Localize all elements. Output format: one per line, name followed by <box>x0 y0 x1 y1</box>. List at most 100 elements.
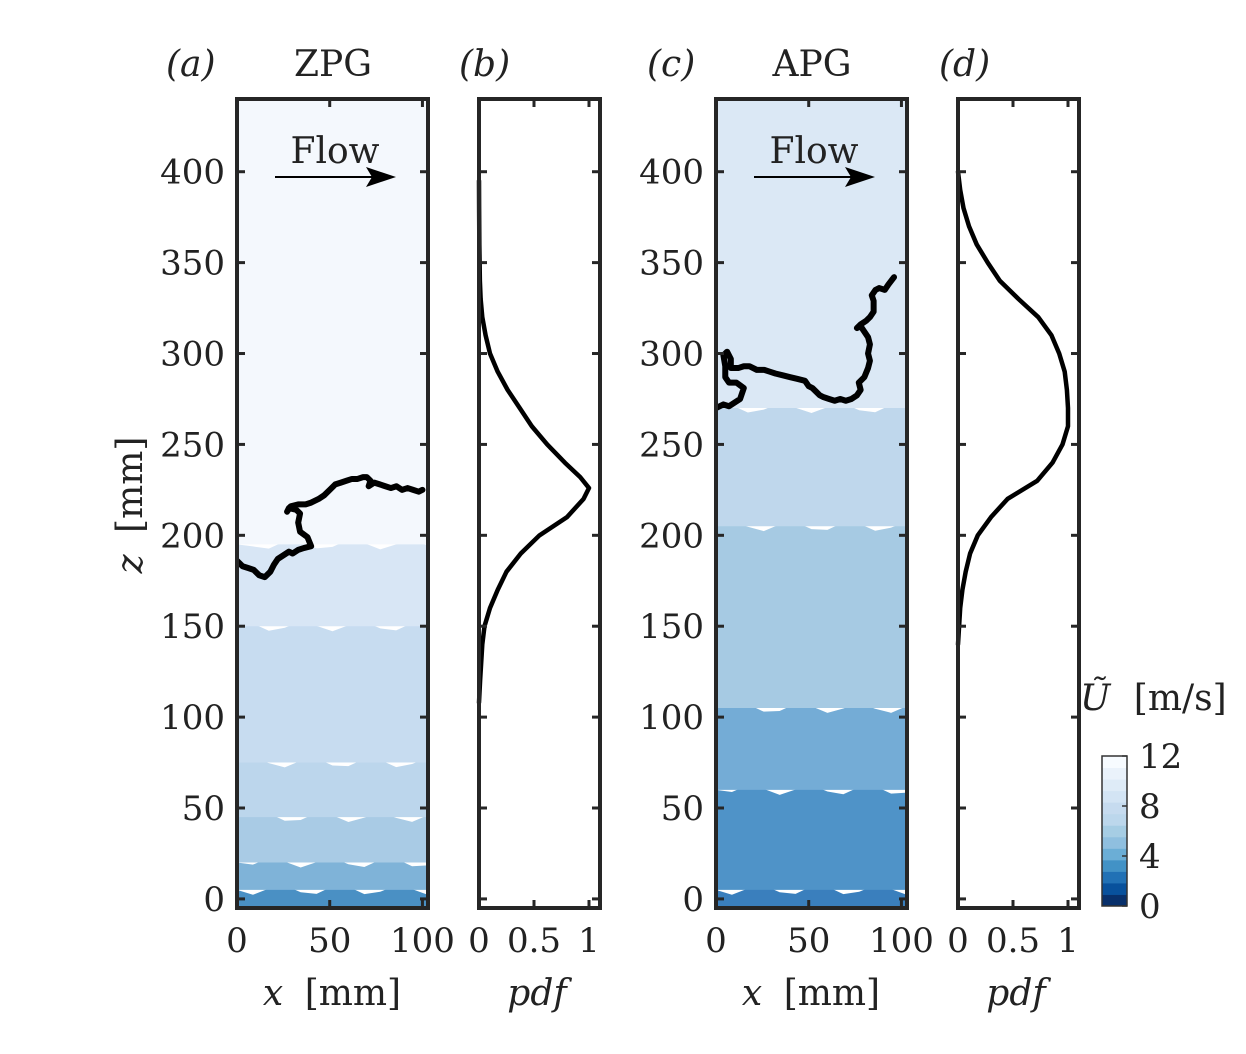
pdf-curve-zpg <box>476 178 592 705</box>
flow-annotation-apg: Flow <box>754 131 875 187</box>
field-band-zpg-4 <box>237 621 428 763</box>
svg-text:z [mm]: z [mm] <box>110 437 151 575</box>
field-band-zpg-6 <box>237 99 428 545</box>
axes-frame-a <box>235 97 430 910</box>
flow-label-zpg: Flow <box>291 131 380 172</box>
x-tick-label-a-1: 50 <box>308 921 351 961</box>
panel-d-letter: (d) <box>939 44 990 85</box>
y-axis-var: z <box>110 553 151 574</box>
z-ticks-a: 0 50 100 150 200 250 300 350 400 <box>160 153 428 920</box>
colorbar-var: Ũ <box>1080 677 1112 719</box>
x-tick-label-b-2: 1 <box>578 921 600 961</box>
z-tick-label-c-8: 400 <box>639 153 704 193</box>
axes-frame-d <box>956 97 1081 910</box>
x-tick-label-b-1: 0.5 <box>507 921 561 961</box>
x-ticks-a: 0 50 100 <box>226 99 455 961</box>
panel-b-letter: (b) <box>459 44 510 85</box>
flow-arrowhead-apg <box>845 167 875 187</box>
panel-c: (c) APG Flow 0 50 100 150 200 250 300 350 400 0 5… <box>639 44 934 1014</box>
x-tick-label-b-0: 0 <box>468 921 490 961</box>
pdf-line-apg <box>955 169 1071 647</box>
x-tick-label-d-0: 0 <box>947 921 969 961</box>
colorbar-swatch-6 <box>1102 825 1127 838</box>
x-tick-label-d-1: 0.5 <box>986 921 1040 961</box>
z-tick-label-a-3: 150 <box>160 607 225 647</box>
z-tick-label-a-0: 0 <box>203 880 225 920</box>
colorbar-frame <box>1101 755 1128 907</box>
colorbar-swatch-10 <box>1102 779 1127 792</box>
pdf-axis-label-b: pdf <box>507 973 572 1014</box>
colorbar-swatch-11 <box>1102 767 1127 780</box>
x-tick-label-c-2: 100 <box>869 921 934 961</box>
z-tick-label-a-5: 250 <box>160 425 225 465</box>
x-tick-label-a-0: 0 <box>226 921 248 961</box>
axes-frame-b <box>477 97 602 910</box>
z-ticks-c: 0 50 100 150 200 250 300 350 400 <box>639 153 907 920</box>
interface-line-apg <box>716 274 898 412</box>
z-tick-label-c-4: 200 <box>639 516 704 556</box>
colorbar-swatch-1 <box>1102 882 1127 895</box>
colorbar: Ũ [m/s] 0 4 8 12 <box>1080 677 1227 927</box>
field-band-apg-2 <box>716 703 907 790</box>
panel-c-letter: (c) <box>647 44 695 85</box>
x-axis-unit-a: [mm] <box>305 973 401 1014</box>
pdf-axis-label-d: pdf <box>986 973 1051 1014</box>
panel-a: (a) ZPG Flow 0 50 100 150 200 250 300 350 400 0 5… <box>110 44 455 1014</box>
colorbar-title: Ũ [m/s] <box>1080 677 1227 719</box>
field-band-zpg-2 <box>237 812 428 863</box>
flow-label-apg: Flow <box>770 131 859 172</box>
x-axis-unit-c: [mm] <box>784 973 880 1014</box>
x-tick-label-c-0: 0 <box>705 921 727 961</box>
colorbar-swatch-5 <box>1102 836 1127 849</box>
z-tick-label-a-7: 350 <box>160 244 225 284</box>
colorbar-tick-label-2: 8 <box>1139 787 1161 827</box>
field-band-apg-0 <box>716 885 907 908</box>
x-tick-label-d-2: 1 <box>1057 921 1079 961</box>
colorbar-swatch-2 <box>1102 871 1127 884</box>
field-band-zpg-1 <box>237 857 428 890</box>
z-tick-label-a-4: 200 <box>160 516 225 556</box>
pdf-line-zpg <box>476 178 592 705</box>
colorbar-unit: [m/s] <box>1134 678 1227 719</box>
field-band-apg-3 <box>716 521 907 709</box>
colorbar-tick-label-3: 12 <box>1139 737 1182 777</box>
flow-arrowhead-zpg <box>366 167 396 187</box>
z-tick-label-c-6: 300 <box>639 335 704 375</box>
colorbar-swatch-9 <box>1102 790 1127 803</box>
colorbar-swatch-4 <box>1102 848 1127 861</box>
z-tick-label-c-0: 0 <box>682 880 704 920</box>
x-axis-label-a: x [mm] <box>263 973 401 1014</box>
colorbar-swatch-12 <box>1102 756 1127 769</box>
colorbar-swatch-0 <box>1102 894 1127 907</box>
colorbar-tick-label-1: 4 <box>1139 837 1161 877</box>
colorbar-swatch-3 <box>1102 859 1127 872</box>
z-tick-label-a-2: 100 <box>160 698 225 738</box>
interface-zpg <box>237 474 426 581</box>
z-tick-label-a-6: 300 <box>160 335 225 375</box>
x-ticks-c: 0 50 100 <box>705 99 934 961</box>
z-ticks-b <box>479 170 600 901</box>
field-band-zpg-5 <box>237 539 428 627</box>
x-axis-label-c: x [mm] <box>742 973 880 1014</box>
z-tick-label-c-7: 350 <box>639 244 704 284</box>
velocity-field-apg <box>716 99 907 908</box>
y-axis-label: z [mm] <box>110 437 151 575</box>
colorbar-swatch-8 <box>1102 802 1127 815</box>
y-axis-unit: [mm] <box>110 437 151 533</box>
z-tick-label-c-5: 250 <box>639 425 704 465</box>
x-axis-var-c: x <box>742 973 762 1014</box>
pdf-curve-apg <box>955 169 1071 647</box>
z-tick-label-a-8: 400 <box>160 153 225 193</box>
z-ticks-d <box>958 170 1079 901</box>
field-band-zpg-3 <box>237 757 428 818</box>
velocity-field-zpg <box>237 99 428 908</box>
pdf-ticks-d: 0 0.5 1 <box>947 99 1079 961</box>
colorbar-swatch-7 <box>1102 813 1127 826</box>
panel-d: (d) 0 0.5 1 pdf <box>939 44 1081 1014</box>
panel-b: (b) 0 0.5 1 pdf <box>459 44 602 1014</box>
z-tick-label-c-2: 100 <box>639 698 704 738</box>
panel-a-letter: (a) <box>166 44 216 85</box>
interface-line-zpg <box>237 474 426 581</box>
colorbar-tick-label-0: 0 <box>1139 887 1161 927</box>
